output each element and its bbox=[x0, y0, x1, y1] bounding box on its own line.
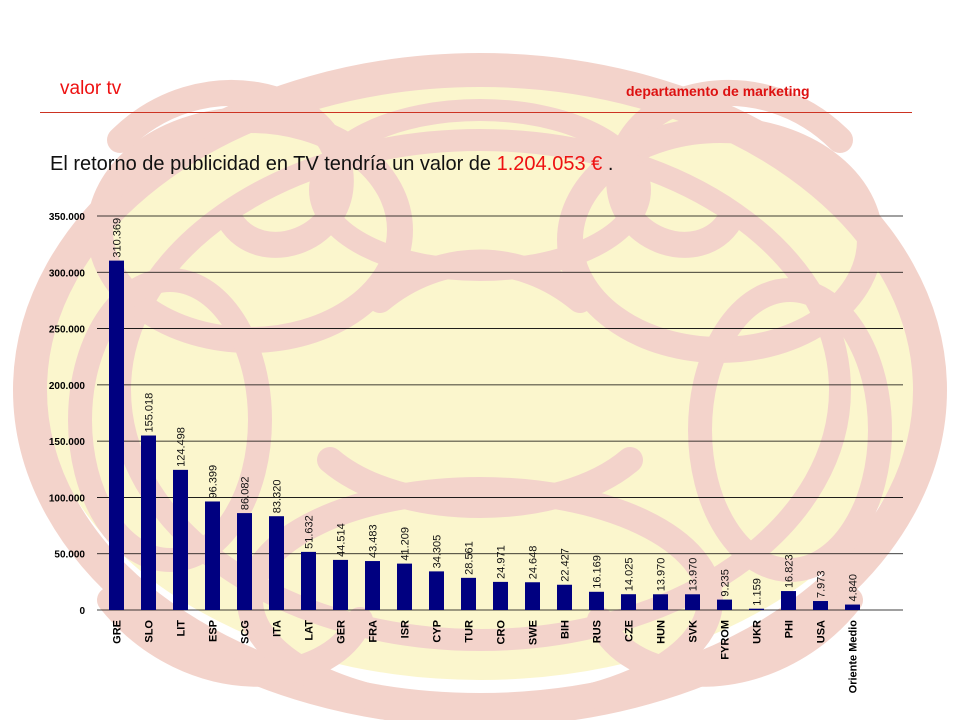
bar bbox=[621, 594, 636, 610]
value-label: 43.483 bbox=[368, 524, 380, 558]
chart-gridlines bbox=[97, 215, 903, 611]
bar bbox=[173, 469, 188, 610]
chart-bars bbox=[109, 260, 860, 610]
bar bbox=[397, 563, 412, 610]
bar bbox=[525, 582, 540, 610]
bar bbox=[365, 561, 380, 610]
bar bbox=[717, 599, 732, 610]
value-label: 13.970 bbox=[656, 558, 668, 592]
y-axis-tick-labels: 0 50.000 100.000 150.000 200.000 250.000 300.0… bbox=[49, 212, 86, 617]
value-label: 1.159 bbox=[752, 578, 764, 606]
value-label: 9.235 bbox=[720, 569, 732, 597]
x-category-label: FYROM bbox=[720, 620, 732, 660]
value-label: 34.305 bbox=[432, 535, 444, 569]
value-label: 83.320 bbox=[272, 480, 284, 514]
headline: El retorno de publicidad en TV tendría u… bbox=[50, 153, 613, 176]
y-tick-label: 50.000 bbox=[54, 550, 85, 561]
headline-value: 1.204.053 € bbox=[496, 153, 603, 175]
headline-suffix: . bbox=[607, 153, 614, 175]
value-label: 96.399 bbox=[208, 465, 220, 499]
y-tick-label: 150.000 bbox=[49, 437, 86, 448]
y-tick-label: 250.000 bbox=[49, 325, 86, 336]
value-label: 16.823 bbox=[784, 554, 796, 588]
bar bbox=[589, 591, 604, 610]
bar bbox=[237, 513, 252, 610]
y-tick-label: 0 bbox=[79, 606, 85, 617]
value-label: 310.369 bbox=[112, 218, 124, 258]
bar bbox=[813, 601, 828, 610]
x-category-label: LAT bbox=[304, 620, 316, 641]
bar bbox=[749, 608, 764, 610]
x-category-label: UKR bbox=[752, 620, 764, 644]
headline-prefix: El retorno de publicidad en TV tendría u… bbox=[50, 153, 492, 175]
x-category-label: USA bbox=[816, 620, 828, 643]
x-category-label: SCG bbox=[240, 620, 252, 644]
value-label: 16.169 bbox=[592, 555, 604, 589]
x-category-label: TUR bbox=[464, 620, 476, 643]
header-divider bbox=[40, 112, 912, 113]
value-label: 155.018 bbox=[144, 393, 156, 433]
bar bbox=[429, 571, 444, 610]
bar bbox=[685, 594, 700, 610]
x-category-label: HUN bbox=[656, 620, 668, 644]
x-category-label: CRO bbox=[496, 620, 508, 645]
x-category-label: CYP bbox=[432, 620, 444, 643]
value-label: 28.561 bbox=[464, 541, 476, 575]
bar bbox=[301, 551, 316, 610]
value-label: 51.632 bbox=[304, 515, 316, 549]
x-category-label: Oriente Medio bbox=[848, 620, 860, 694]
x-category-label: CZE bbox=[624, 620, 636, 642]
value-label: 14.025 bbox=[624, 558, 636, 592]
bar bbox=[557, 584, 572, 610]
y-tick-label: 350.000 bbox=[49, 212, 86, 223]
bar bbox=[845, 604, 860, 610]
x-category-label: RUS bbox=[592, 620, 604, 643]
page-title: valor tv bbox=[60, 78, 122, 99]
value-label: 22.427 bbox=[560, 548, 572, 582]
bar bbox=[493, 581, 508, 610]
value-label: 124.498 bbox=[176, 427, 188, 467]
y-tick-label: 200.000 bbox=[49, 381, 86, 392]
bar bbox=[653, 594, 668, 610]
value-label: 44.514 bbox=[336, 523, 348, 557]
value-label: 13.970 bbox=[688, 558, 700, 592]
value-label: 24.648 bbox=[528, 546, 540, 580]
x-category-label: PHI bbox=[784, 620, 796, 638]
bar bbox=[109, 260, 124, 610]
bar bbox=[269, 516, 284, 610]
x-category-label: LIT bbox=[176, 620, 188, 637]
bar bbox=[461, 577, 476, 610]
x-category-label: GRE bbox=[112, 620, 124, 644]
x-category-label: ISR bbox=[400, 620, 412, 638]
x-category-label: ITA bbox=[272, 620, 284, 637]
value-labels: 310.369 155.018 124.498 96.399 86.082 83.320 5… bbox=[112, 218, 860, 606]
value-label: 86.082 bbox=[240, 476, 252, 510]
x-axis-labels: GRE SLO LIT ESP SCG ITA LAT GER FRA ISR CYP TUR CRO S… bbox=[112, 620, 860, 694]
bar bbox=[205, 501, 220, 610]
x-category-label: SLO bbox=[144, 620, 156, 643]
value-label: 4.840 bbox=[848, 574, 860, 602]
x-category-label: FRA bbox=[368, 620, 380, 643]
x-category-label: SWE bbox=[528, 620, 540, 645]
y-tick-label: 100.000 bbox=[49, 493, 86, 504]
x-category-label: BIH bbox=[560, 620, 572, 639]
bar bbox=[781, 591, 796, 610]
bar bbox=[141, 435, 156, 610]
bar bbox=[333, 559, 348, 610]
x-category-label: SVK bbox=[688, 620, 700, 643]
x-category-label: ESP bbox=[208, 620, 220, 642]
value-label: 7.973 bbox=[816, 570, 828, 598]
y-tick-label: 300.000 bbox=[49, 268, 86, 279]
value-label: 41.209 bbox=[400, 527, 412, 561]
value-label: 24.971 bbox=[496, 545, 508, 579]
x-category-label: GER bbox=[336, 620, 348, 644]
department-label: departamento de marketing bbox=[626, 83, 810, 99]
